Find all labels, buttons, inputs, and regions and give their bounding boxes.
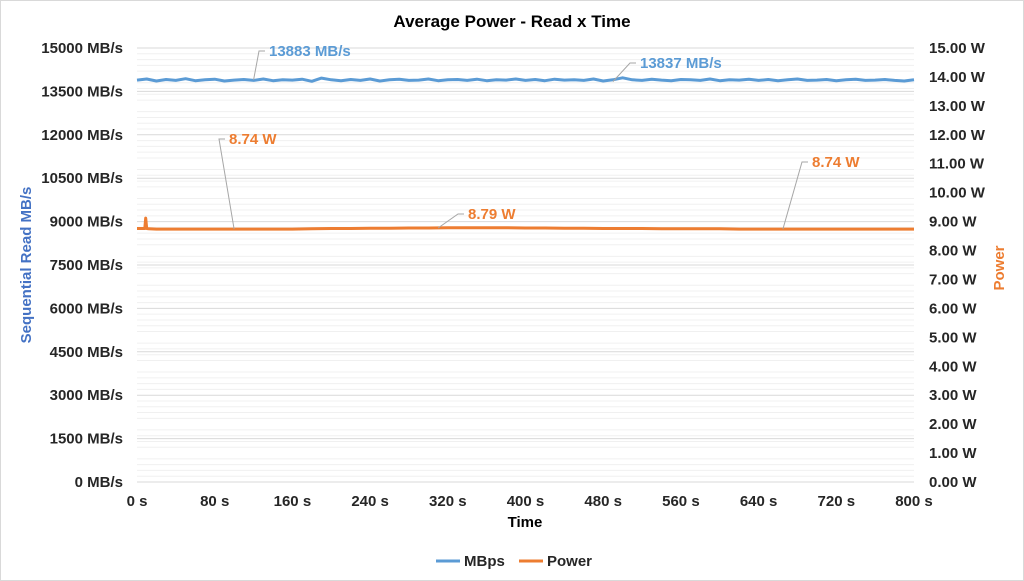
- x-tick-label: 720 s: [818, 493, 856, 510]
- left-tick-label: 4500 MB/s: [50, 344, 123, 361]
- annotation-leader: [782, 161, 808, 230]
- series-line-mbps: [136, 76, 915, 83]
- right-tick-label: 6.00 W: [929, 300, 977, 317]
- left-tick-label: 3000 MB/s: [50, 387, 123, 404]
- left-axis-title: Sequential Read MB/s: [18, 187, 35, 344]
- x-tick-label: 80 s: [200, 493, 229, 510]
- x-tick-label: 160 s: [274, 493, 312, 510]
- legend-label-power: Power: [547, 553, 592, 570]
- x-tick-label: 320 s: [429, 493, 467, 510]
- x-tick-label: 560 s: [662, 493, 700, 510]
- series-layer: [136, 76, 915, 231]
- right-tick-label: 0.00 W: [929, 474, 977, 491]
- left-tick-label: 10500 MB/s: [41, 170, 123, 187]
- left-tick-label: 1500 MB/s: [50, 431, 123, 448]
- right-tick-label: 10.00 W: [929, 185, 986, 202]
- right-axis-ticks: 0.00 W 1.00 W 2.00 W 3.00 W 4.00 W 5.00 W 6.00…: [929, 40, 986, 491]
- annotation-leader: [253, 50, 265, 80]
- right-tick-label: 5.00 W: [929, 329, 977, 346]
- annotations: 13883 MB/s 13837 MB/s 8.74 W 8.79 W 8.74 W: [218, 43, 860, 230]
- right-tick-label: 7.00 W: [929, 271, 977, 288]
- right-tick-label: 11.00 W: [929, 156, 985, 173]
- left-tick-label: 0 MB/s: [75, 474, 123, 491]
- left-tick-label: 6000 MB/s: [50, 300, 123, 317]
- annotation-label: 8.74 W: [812, 154, 860, 171]
- right-tick-label: 15.00 W: [929, 40, 986, 57]
- x-tick-label: 0 s: [127, 493, 148, 510]
- left-tick-label: 15000 MB/s: [41, 40, 123, 57]
- annotation-leader: [437, 213, 464, 229]
- right-tick-label: 8.00 W: [929, 243, 977, 260]
- right-tick-label: 12.00 W: [929, 127, 986, 144]
- right-tick-label: 14.00 W: [929, 69, 986, 86]
- right-tick-label: 4.00 W: [929, 358, 977, 375]
- right-axis-title: Power: [991, 245, 1008, 290]
- right-tick-label: 13.00 W: [929, 98, 986, 115]
- minor-gridlines: [137, 53, 914, 477]
- left-tick-label: 9000 MB/s: [50, 214, 123, 231]
- right-tick-label: 9.00 W: [929, 214, 977, 231]
- legend: MBps Power: [436, 553, 592, 570]
- annotation-leader: [612, 62, 636, 82]
- series-line-power: [137, 216, 914, 231]
- major-gridlines: [137, 47, 914, 483]
- left-tick-label: 7500 MB/s: [50, 257, 123, 274]
- right-tick-label: 2.00 W: [929, 416, 977, 433]
- x-axis-ticks: 0 s 80 s 160 s 240 s 320 s 400 s 480 s 560 s 640…: [127, 493, 933, 510]
- legend-label-mbps: MBps: [464, 553, 505, 570]
- right-tick-label: 1.00 W: [929, 445, 977, 462]
- annotation-label: 13883 MB/s: [269, 43, 351, 60]
- left-tick-label: 13500 MB/s: [41, 83, 123, 100]
- x-tick-label: 400 s: [507, 493, 545, 510]
- x-tick-label: 240 s: [351, 493, 389, 510]
- annotation-label: 13837 MB/s: [640, 55, 722, 72]
- x-tick-label: 480 s: [584, 493, 622, 510]
- chart-title: Average Power - Read x Time: [393, 12, 630, 31]
- annotation-label: 8.79 W: [468, 206, 516, 223]
- right-tick-label: 3.00 W: [929, 387, 977, 404]
- x-axis-title: Time: [508, 514, 543, 531]
- x-tick-label: 800 s: [895, 493, 933, 510]
- annotation-label: 8.74 W: [229, 131, 277, 148]
- x-tick-label: 640 s: [740, 493, 778, 510]
- annotation-leader: [218, 138, 235, 230]
- left-tick-label: 12000 MB/s: [41, 127, 123, 144]
- left-axis-ticks: 0 MB/s 1500 MB/s 3000 MB/s 4500 MB/s 6000 MB…: [41, 40, 123, 491]
